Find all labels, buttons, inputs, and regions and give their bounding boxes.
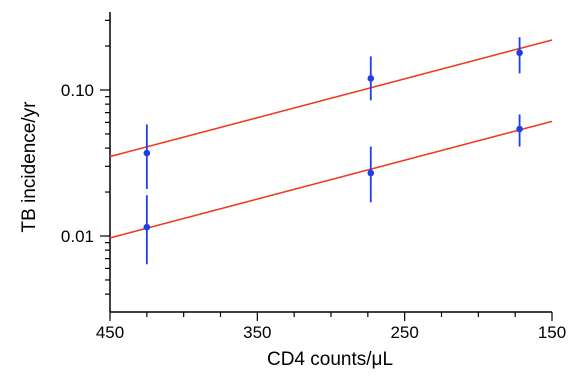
- error-bars-layer: [145, 37, 521, 265]
- fit-line-2: [109, 120, 553, 239]
- x-tick-label: 450: [96, 323, 124, 342]
- data-point: [367, 169, 375, 177]
- x-tick-label: 350: [243, 323, 271, 342]
- data-point: [143, 149, 151, 157]
- axes-layer: 450 350 250 150 0.01 0.10: [61, 12, 566, 342]
- fit-line-1: [109, 39, 553, 158]
- data-point: [516, 125, 523, 133]
- y-tick-label: 0.01: [61, 227, 94, 246]
- data-point: [367, 75, 375, 82]
- data-point: [516, 49, 523, 57]
- labels-layer: CD4 counts/μL TB incidence/yr: [19, 101, 393, 370]
- y-axis-title: TB incidence/yr: [19, 101, 40, 233]
- fit-lines-layer: [109, 39, 553, 239]
- x-tick-label: 250: [390, 323, 418, 342]
- data-point: [143, 223, 151, 231]
- x-axis-title: CD4 counts/μL: [267, 349, 393, 370]
- y-tick-label: 0.10: [61, 81, 94, 100]
- points-layer: [143, 49, 523, 231]
- x-tick-label: 150: [538, 323, 566, 342]
